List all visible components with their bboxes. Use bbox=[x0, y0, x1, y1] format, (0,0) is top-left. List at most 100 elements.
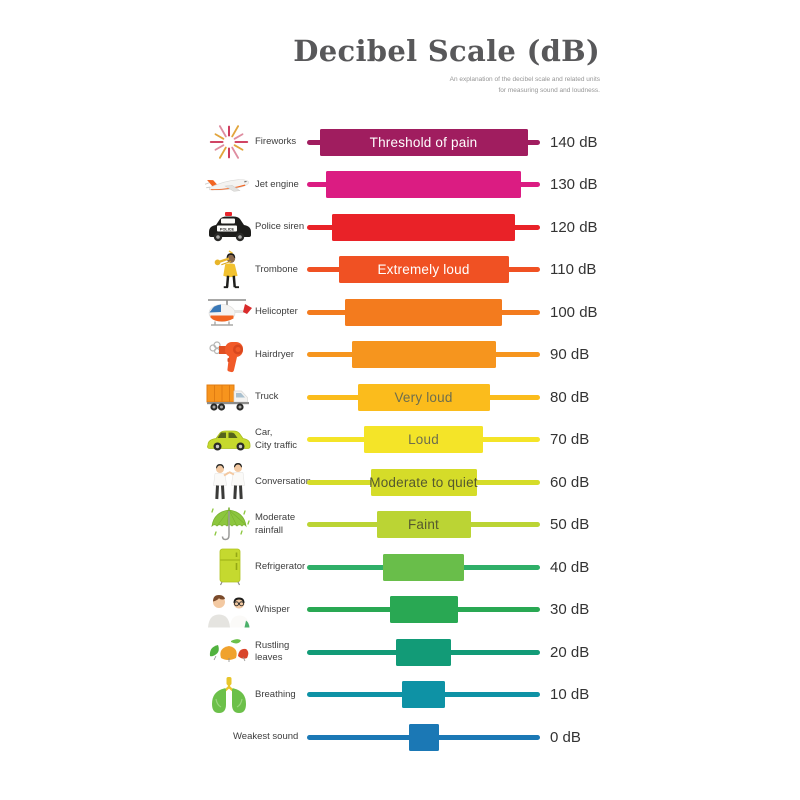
row-bar bbox=[332, 213, 515, 241]
db-value: 120 dB bbox=[550, 218, 598, 236]
row-track: Extremely loud bbox=[307, 249, 540, 292]
row-track bbox=[307, 674, 540, 717]
hairdryer-icon bbox=[203, 334, 255, 377]
subtitle-line-2: for measuring sound and loudness. bbox=[498, 87, 600, 95]
bar-descriptor: Extremely loud bbox=[377, 262, 470, 278]
row-track bbox=[307, 546, 540, 589]
conversation-icon bbox=[203, 461, 255, 504]
car-icon bbox=[203, 419, 255, 462]
db-value: 80 dB bbox=[550, 388, 590, 406]
row-track bbox=[307, 291, 540, 334]
page-title: Decibel Scale (dB) bbox=[293, 34, 600, 68]
leaves-icon bbox=[203, 631, 255, 674]
bar-descriptor: Moderate to quiet bbox=[369, 474, 478, 490]
subtitle-line-1: An explanation of the decibel scale and … bbox=[449, 76, 600, 83]
row-bar bbox=[408, 723, 439, 751]
row-track bbox=[307, 589, 540, 632]
db-value: 60 dB bbox=[550, 473, 590, 491]
row-label: Weakest sound bbox=[233, 731, 299, 743]
bar-descriptor: Loud bbox=[408, 432, 439, 448]
row-car-city-traffic: Car, City traffic Loud 70 dB bbox=[203, 419, 612, 462]
bar-descriptor: Faint bbox=[407, 517, 439, 533]
row-fireworks: Fireworks Threshold of pain 140 dB bbox=[203, 121, 612, 164]
row-track: Very loud bbox=[307, 376, 540, 419]
row-label: Rustling leaves bbox=[255, 639, 290, 664]
row-rustling-leaves: Rustling leaves 20 dB bbox=[203, 631, 612, 674]
row-label: Helicopter bbox=[255, 306, 298, 318]
fireworks-icon bbox=[203, 121, 255, 164]
row-label: Truck bbox=[255, 391, 279, 403]
row-refrigerator: Refrigerator 40 dB bbox=[203, 546, 612, 589]
row-weakest-sound: Weakest sound 0 dB bbox=[203, 716, 612, 759]
row-track bbox=[307, 334, 540, 377]
db-value: 90 dB bbox=[550, 346, 590, 364]
refrigerator-icon bbox=[203, 546, 255, 589]
row-trombone: Trombone Extremely loud 110 dB bbox=[203, 249, 612, 292]
helicopter-icon bbox=[203, 291, 255, 334]
db-value: 130 dB bbox=[550, 176, 598, 194]
row-bar: Extremely loud bbox=[338, 256, 509, 284]
row-bar bbox=[383, 553, 464, 581]
row-label: Car, City traffic bbox=[255, 427, 298, 451]
row-bar bbox=[396, 638, 451, 666]
db-value: 70 dB bbox=[550, 431, 590, 449]
db-value: 140 dB bbox=[550, 133, 598, 151]
row-helicopter: Helicopter 100 dB bbox=[203, 291, 612, 334]
bar-descriptor: Very loud bbox=[394, 389, 453, 405]
header: Decibel Scale (dB) An explanation of the… bbox=[293, 34, 600, 96]
row-conversation: Conversation Moderate to quiet 60 dB bbox=[203, 461, 612, 504]
row-bar: Loud bbox=[364, 426, 483, 454]
row-label: Moderate rainfall bbox=[255, 512, 296, 536]
row-moderate-rainfall: Moderate rainfall Faint 50 dB bbox=[203, 504, 612, 547]
jet-engine-icon bbox=[203, 164, 255, 207]
row-bar: Faint bbox=[376, 511, 471, 539]
row-bar: Moderate to quiet bbox=[369, 468, 478, 496]
row-label: Conversation bbox=[255, 476, 311, 488]
truck-icon bbox=[203, 376, 255, 419]
row-track bbox=[307, 716, 540, 759]
umbrella-icon bbox=[203, 504, 255, 547]
row-bar bbox=[345, 298, 502, 326]
db-value: 40 dB bbox=[550, 558, 590, 576]
trombone-player-icon bbox=[203, 249, 255, 292]
row-label: Jet engine bbox=[255, 178, 299, 190]
row-bar bbox=[351, 341, 496, 369]
row-label: Hairdryer bbox=[255, 348, 295, 360]
row-truck: Truck Very loud 80 dB bbox=[203, 376, 612, 419]
lungs-icon bbox=[203, 674, 255, 717]
row-track bbox=[307, 206, 540, 249]
row-whisper: Whisper 30 dB bbox=[203, 589, 612, 632]
db-value: 20 dB bbox=[550, 643, 590, 661]
row-track: Moderate to quiet bbox=[307, 461, 540, 504]
decibel-chart: Fireworks Threshold of pain 140 dB bbox=[203, 121, 612, 759]
db-value: 50 dB bbox=[550, 516, 590, 534]
row-label: Whisper bbox=[255, 603, 290, 615]
row-track: Loud bbox=[307, 419, 540, 462]
row-bar bbox=[326, 171, 521, 199]
row-label: Police siren bbox=[255, 221, 305, 233]
police-text: POLICE bbox=[220, 228, 235, 232]
row-jet-engine: Jet engine 130 dB bbox=[203, 164, 612, 207]
row-bar: Threshold of pain bbox=[319, 128, 528, 156]
db-value: 30 dB bbox=[550, 601, 590, 619]
row-label: Fireworks bbox=[255, 136, 297, 148]
row-track: Faint bbox=[307, 504, 540, 547]
row-label: Refrigerator bbox=[255, 561, 306, 573]
row-breathing: Breathing 10 dB bbox=[203, 674, 612, 717]
db-value: 10 dB bbox=[550, 686, 590, 704]
db-value: 110 dB bbox=[550, 261, 597, 279]
row-track: Threshold of pain bbox=[307, 121, 540, 164]
db-value: 100 dB bbox=[550, 303, 598, 321]
row-bar bbox=[389, 596, 458, 624]
bar-descriptor: Threshold of pain bbox=[369, 134, 478, 150]
row-police-siren: POLICE Police siren 120 dB bbox=[203, 206, 612, 249]
row-bar bbox=[402, 681, 445, 709]
row-bar: Very loud bbox=[357, 383, 490, 411]
row-track bbox=[307, 631, 540, 674]
page-subtitle: An explanation of the decibel scale and … bbox=[293, 74, 600, 96]
row-label: Trombone bbox=[255, 263, 298, 275]
row-track bbox=[307, 164, 540, 207]
row-hairdryer: Hairdryer 90 dB bbox=[203, 334, 612, 377]
police-car-icon: POLICE bbox=[203, 206, 255, 249]
